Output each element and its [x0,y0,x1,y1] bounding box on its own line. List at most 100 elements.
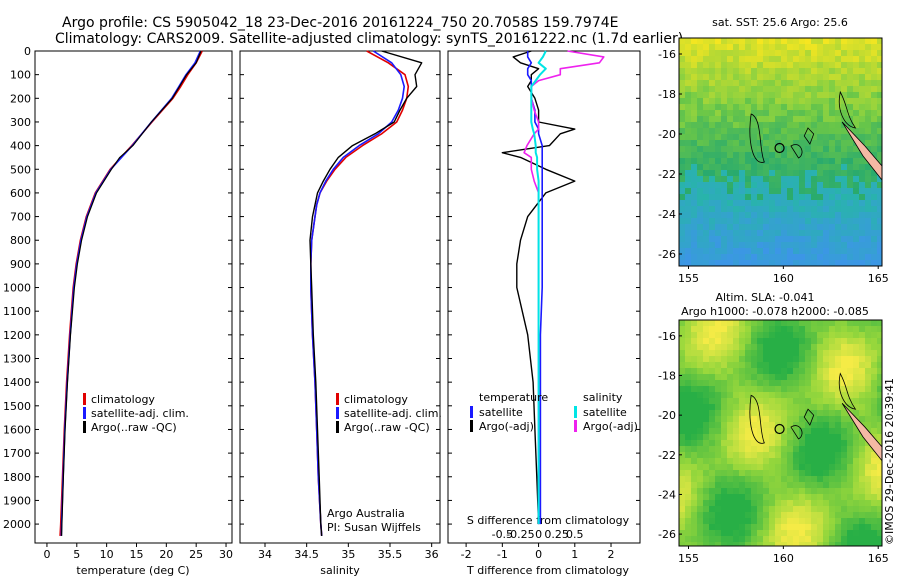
sst-cell [757,164,763,170]
sla-cell [847,332,853,338]
sst-cell [817,50,823,56]
difference-xlabel: T difference from climatology [466,564,629,577]
sla-cell [841,374,847,380]
sst-cell [865,182,871,188]
sla-cell [865,482,871,488]
sla-cell [703,500,709,506]
y-tick-label: 400 [10,140,31,153]
sla-cell [757,380,763,386]
sst-cell [835,230,841,236]
sst-cell [817,86,823,92]
sst-cell [685,200,691,206]
sst-cell [763,200,769,206]
sst-cell [805,86,811,92]
sla-cell [727,476,733,482]
sst-cell [703,44,709,50]
sla-cell [745,476,751,482]
sst-cell [853,98,859,104]
sla-cell [829,506,835,512]
sla-cell [697,524,703,530]
sla-cell [751,398,757,404]
sla-cell [739,374,745,380]
sla-cell [721,494,727,500]
sst-cell [853,176,859,182]
sla-cell [865,374,871,380]
sst-cell [691,158,697,164]
sst-cell [715,140,721,146]
sla-cell [733,458,739,464]
sst-cell [847,74,853,80]
sst-cell [685,158,691,164]
sla-cell [679,374,685,380]
sst-cell [835,98,841,104]
sst-cell [715,224,721,230]
sla-cell [781,386,787,392]
sla-cell [859,452,865,458]
sst-cell [811,236,817,242]
sst-cell [829,74,835,80]
sst-cell [805,236,811,242]
sla-cell [733,446,739,452]
sla-cell [787,338,793,344]
sst-cell [805,212,811,218]
sla-cell [763,428,769,434]
sst-cell [757,176,763,182]
sla-cell [679,512,685,518]
sst-cell [757,146,763,152]
sst-cell [817,128,823,134]
sla-cell [799,476,805,482]
sst-cell [841,242,847,248]
sst-cell [715,194,721,200]
sla-cell [853,332,859,338]
sla-cell [877,374,882,380]
sla-cell [745,512,751,518]
sst-cell [799,224,805,230]
sla-cell [739,506,745,512]
sla-cell [757,344,763,350]
sla-cell [703,482,709,488]
sla-cell [859,440,865,446]
sst-cell [703,194,709,200]
sla-cell [697,464,703,470]
sla-cell [835,368,841,374]
sst-cell [817,38,823,44]
sla-cell [835,344,841,350]
sla-cell [715,500,721,506]
sst-cell [823,44,829,50]
sst-cell [745,128,751,134]
sla-cell [679,434,685,440]
sla-cell [703,356,709,362]
sla-cell [877,428,882,434]
sla-cell [829,434,835,440]
sla-cell [685,530,691,536]
sla-cell [715,440,721,446]
sla-cell [745,380,751,386]
sla-cell [871,344,877,350]
sst-cell [727,176,733,182]
sla-cell [781,332,787,338]
sla-cell [727,488,733,494]
sla-cell [817,476,823,482]
sst-cell [721,74,727,80]
sla-cell [715,512,721,518]
sst-cell [727,134,733,140]
sla-cell [757,518,763,524]
sla-cell [763,338,769,344]
sst-cell [757,140,763,146]
sla-cell [685,398,691,404]
sla-cell [787,524,793,530]
sst-cell [871,182,877,188]
m-sst-frame [678,37,883,267]
sst-cell [727,200,733,206]
sst-cell [751,194,757,200]
sst-cell [751,116,757,122]
sst-cell [823,116,829,122]
sla-cell [703,440,709,446]
sla-cell [805,470,811,476]
sst-cell [697,86,703,92]
sla-cell [829,344,835,350]
sla-cell [859,482,865,488]
sla-cell [715,542,721,546]
legend-s-satellite-label: satellite [583,406,627,419]
sla-cell [715,338,721,344]
